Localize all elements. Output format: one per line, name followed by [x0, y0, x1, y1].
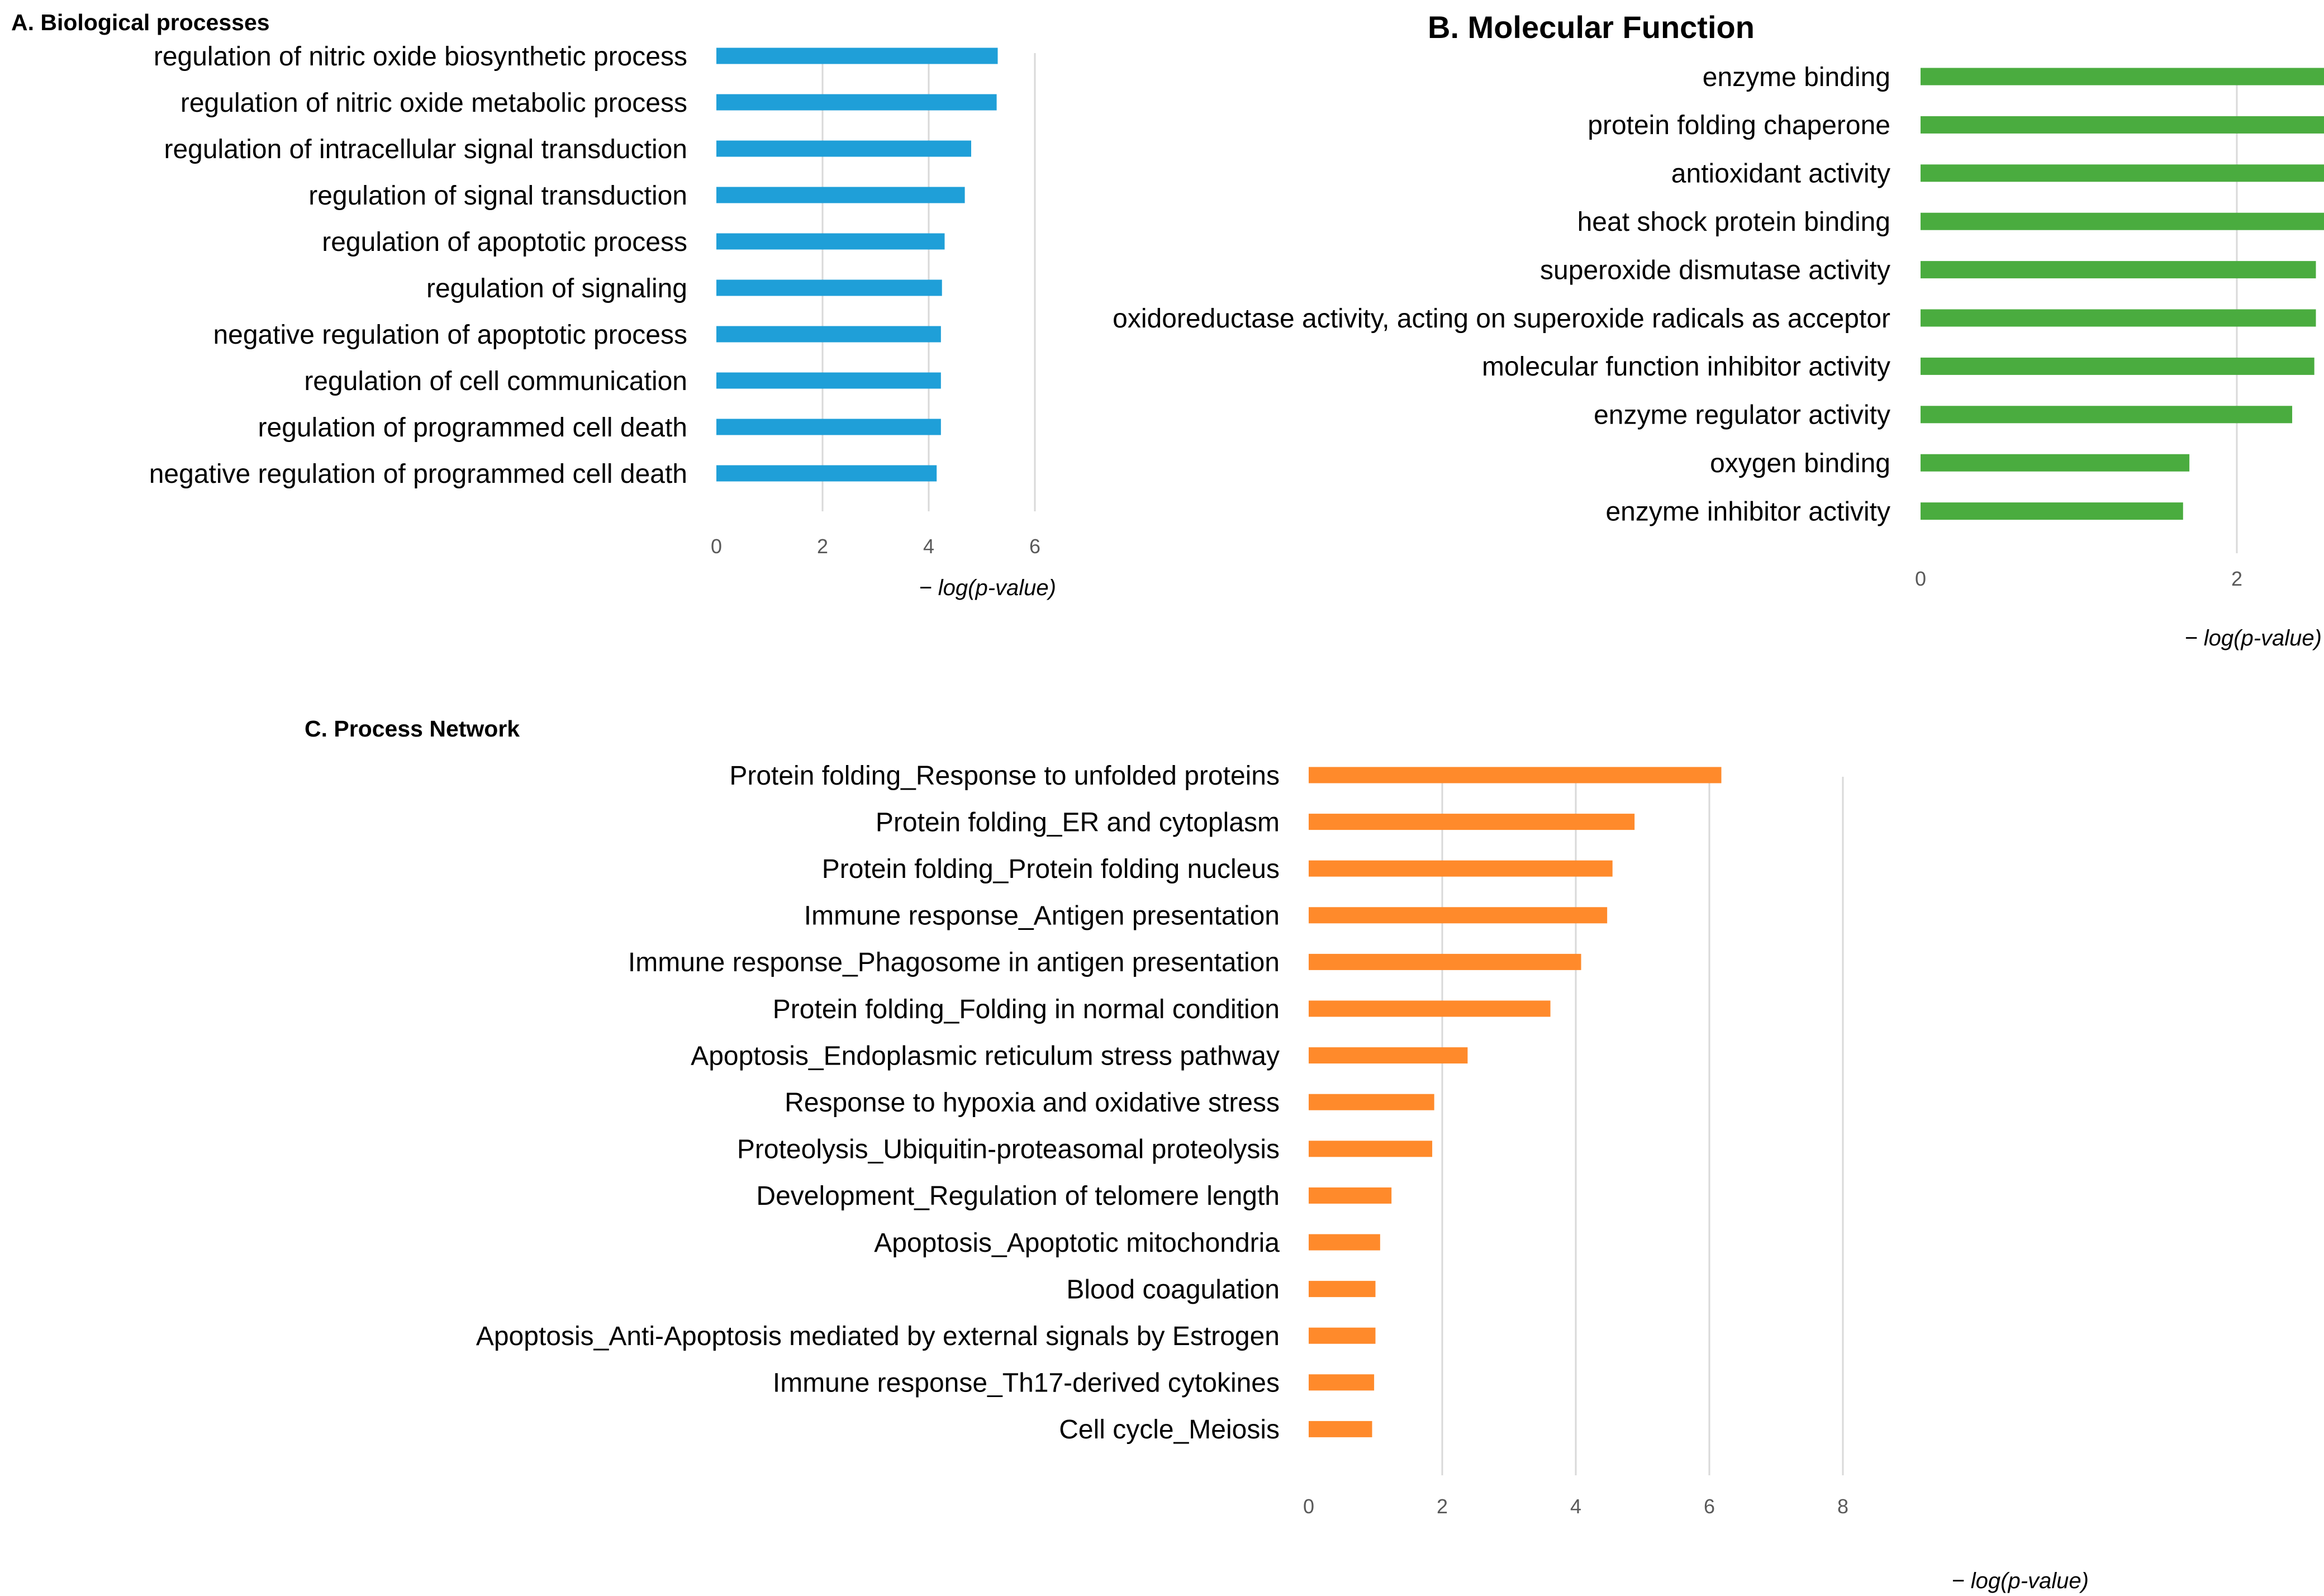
- category-label: oxygen binding: [1710, 449, 1890, 478]
- category-label: enzyme regulator activity: [1594, 401, 1890, 430]
- category-label: Cell cycle_Meiosis: [1059, 1415, 1280, 1445]
- category-label: enzyme inhibitor activity: [1605, 497, 1890, 526]
- bar: [716, 187, 965, 203]
- bar: [1309, 1234, 1380, 1251]
- category-label: enzyme binding: [1703, 63, 1890, 92]
- category-label: molecular function inhibitor activity: [1482, 352, 1890, 382]
- x-tick-label: 8: [1837, 1495, 1848, 1518]
- bar: [1921, 212, 2324, 230]
- x-tick-label: 0: [1915, 567, 1926, 590]
- bar: [1921, 309, 2316, 327]
- category-label: negative regulation of programmed cell d…: [149, 459, 687, 489]
- bar: [1921, 454, 2190, 472]
- category-label: regulation of apoptotic process: [322, 227, 687, 257]
- bar: [1309, 1141, 1433, 1157]
- category-label: Response to hypoxia and oxidative stress: [785, 1088, 1280, 1118]
- x-axis-title: − log(p-value): [2184, 626, 2322, 650]
- category-label: Proteolysis_Ubiquitin-proteasomal proteo…: [737, 1135, 1280, 1165]
- bar: [716, 326, 941, 343]
- bar: [716, 419, 941, 435]
- category-label: negative regulation of apoptotic process: [213, 320, 687, 350]
- category-label: oxidoreductase activity, acting on super…: [1113, 304, 1890, 334]
- category-label: regulation of nitric oxide biosynthetic …: [154, 42, 687, 72]
- panel-biological-processes: A. Biological processes regulation of ni…: [11, 10, 1056, 600]
- category-label: Apoptosis_Apoptotic mitochondria: [874, 1228, 1280, 1258]
- bar: [1921, 261, 2316, 279]
- bar: [716, 465, 937, 482]
- category-label: protein folding chaperone: [1588, 111, 1890, 140]
- bar: [1309, 1047, 1468, 1064]
- x-tick-label: 6: [1704, 1495, 1715, 1518]
- category-label: Protein folding_Response to unfolded pro…: [729, 761, 1280, 791]
- bar: [1309, 1187, 1392, 1204]
- panel-process-network: C. Process Network Protein folding_Respo…: [305, 716, 2089, 1593]
- category-label: regulation of programmed cell death: [258, 413, 687, 443]
- category-label: Development_Regulation of telomere lengt…: [756, 1181, 1280, 1211]
- bar: [1921, 116, 2324, 134]
- panel-title: B. Molecular Function: [1428, 10, 1755, 45]
- bar: [1921, 406, 2293, 424]
- bar: [1309, 860, 1613, 877]
- category-label: regulation of nitric oxide metabolic pro…: [180, 88, 687, 118]
- x-axis-title: − log(p-value): [1951, 1569, 2089, 1593]
- bar: [1309, 953, 1581, 970]
- category-label: Protein folding_ER and cytoplasm: [876, 808, 1280, 837]
- bar: [716, 140, 971, 157]
- x-tick-label: 2: [817, 535, 828, 558]
- x-tick-label: 4: [923, 535, 934, 558]
- bar: [1309, 767, 1722, 783]
- bar: [716, 233, 945, 250]
- category-label: superoxide dismutase activity: [1540, 255, 1890, 285]
- x-tick-label: 0: [711, 535, 722, 558]
- category-label: Immune response_Phagosome in antigen pre…: [628, 948, 1280, 977]
- x-tick-label: 4: [1570, 1495, 1581, 1518]
- category-label: Immune response_Antigen presentation: [804, 901, 1280, 931]
- bar: [1921, 68, 2324, 86]
- bar: [1309, 1374, 1375, 1391]
- category-label: antioxidant activity: [1671, 159, 1890, 189]
- category-label: regulation of cell communication: [304, 367, 687, 396]
- category-label: Protein folding_Folding in normal condit…: [773, 995, 1280, 1024]
- category-label: Apoptosis_Endoplasmic reticulum stress p…: [691, 1041, 1280, 1071]
- bar: [716, 48, 998, 64]
- category-label: Blood coagulation: [1066, 1275, 1280, 1304]
- category-label: heat shock protein binding: [1577, 207, 1890, 237]
- x-tick-label: 6: [1029, 535, 1040, 558]
- bar: [1309, 1421, 1372, 1437]
- x-tick-label: 2: [1437, 1495, 1448, 1518]
- x-tick-label: 0: [1303, 1495, 1314, 1518]
- bar: [716, 279, 942, 296]
- bar: [1309, 1281, 1376, 1298]
- category-label: Apoptosis_Anti-Apoptosis mediated by ext…: [476, 1322, 1280, 1351]
- category-label: regulation of signaling: [426, 274, 687, 303]
- x-axis-title: − log(p-value): [919, 576, 1056, 600]
- bar: [1921, 164, 2324, 182]
- bar: [1309, 1000, 1551, 1017]
- bar: [716, 372, 941, 389]
- x-tick-label: 2: [2231, 567, 2242, 590]
- category-label: regulation of signal transduction: [308, 181, 687, 211]
- bar: [1309, 907, 1608, 924]
- panel-molecular-function: B. Molecular Function enzyme binding prot…: [1113, 10, 2324, 650]
- panel-title: A. Biological processes: [11, 10, 270, 35]
- bar: [1309, 1327, 1376, 1344]
- bar: [1921, 357, 2315, 375]
- bar: [716, 94, 997, 111]
- bar: [1921, 502, 2183, 520]
- bar: [1309, 814, 1635, 830]
- panel-title: C. Process Network: [305, 716, 520, 742]
- bar: [1309, 1094, 1434, 1110]
- category-label: regulation of intracellular signal trans…: [164, 135, 687, 164]
- category-label: Protein folding_Protein folding nucleus: [822, 854, 1280, 884]
- category-label: Immune response_Th17-derived cytokines: [773, 1369, 1280, 1398]
